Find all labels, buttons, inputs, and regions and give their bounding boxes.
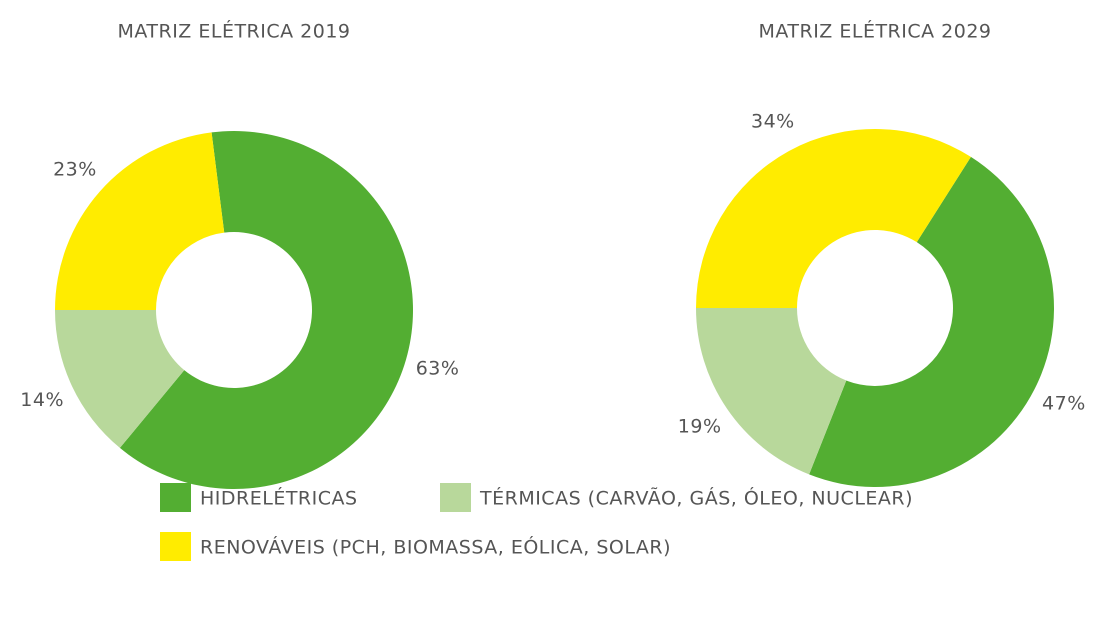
donut-slice bbox=[119, 131, 414, 489]
donut-slice bbox=[696, 308, 847, 475]
donut-slice bbox=[55, 132, 225, 310]
data-label: 63% bbox=[416, 358, 460, 380]
chart-title: MATRIZ ELÉTRICA 2029 bbox=[758, 20, 991, 43]
data-label: 23% bbox=[53, 158, 97, 180]
donut-slice bbox=[809, 156, 1055, 488]
data-label: 47% bbox=[1042, 393, 1086, 415]
legend-label: RENOVÁVEIS (PCH, BIOMASSA, EÓLICA, SOLAR… bbox=[200, 535, 671, 559]
data-label: 19% bbox=[678, 416, 722, 438]
legend-swatch bbox=[440, 483, 471, 512]
legend-swatch bbox=[160, 483, 191, 512]
donut-slice bbox=[55, 310, 185, 448]
chart-title: MATRIZ ELÉTRICA 2019 bbox=[117, 20, 350, 43]
data-label: 14% bbox=[20, 389, 64, 411]
data-label: 34% bbox=[751, 111, 795, 133]
legend-label: TÉRMICAS (CARVÃO, GÁS, ÓLEO, NUCLEAR) bbox=[479, 486, 913, 510]
legend-swatch bbox=[160, 532, 191, 561]
donut-slice bbox=[696, 128, 971, 308]
legend-label: HIDRELÉTRICAS bbox=[200, 487, 358, 510]
